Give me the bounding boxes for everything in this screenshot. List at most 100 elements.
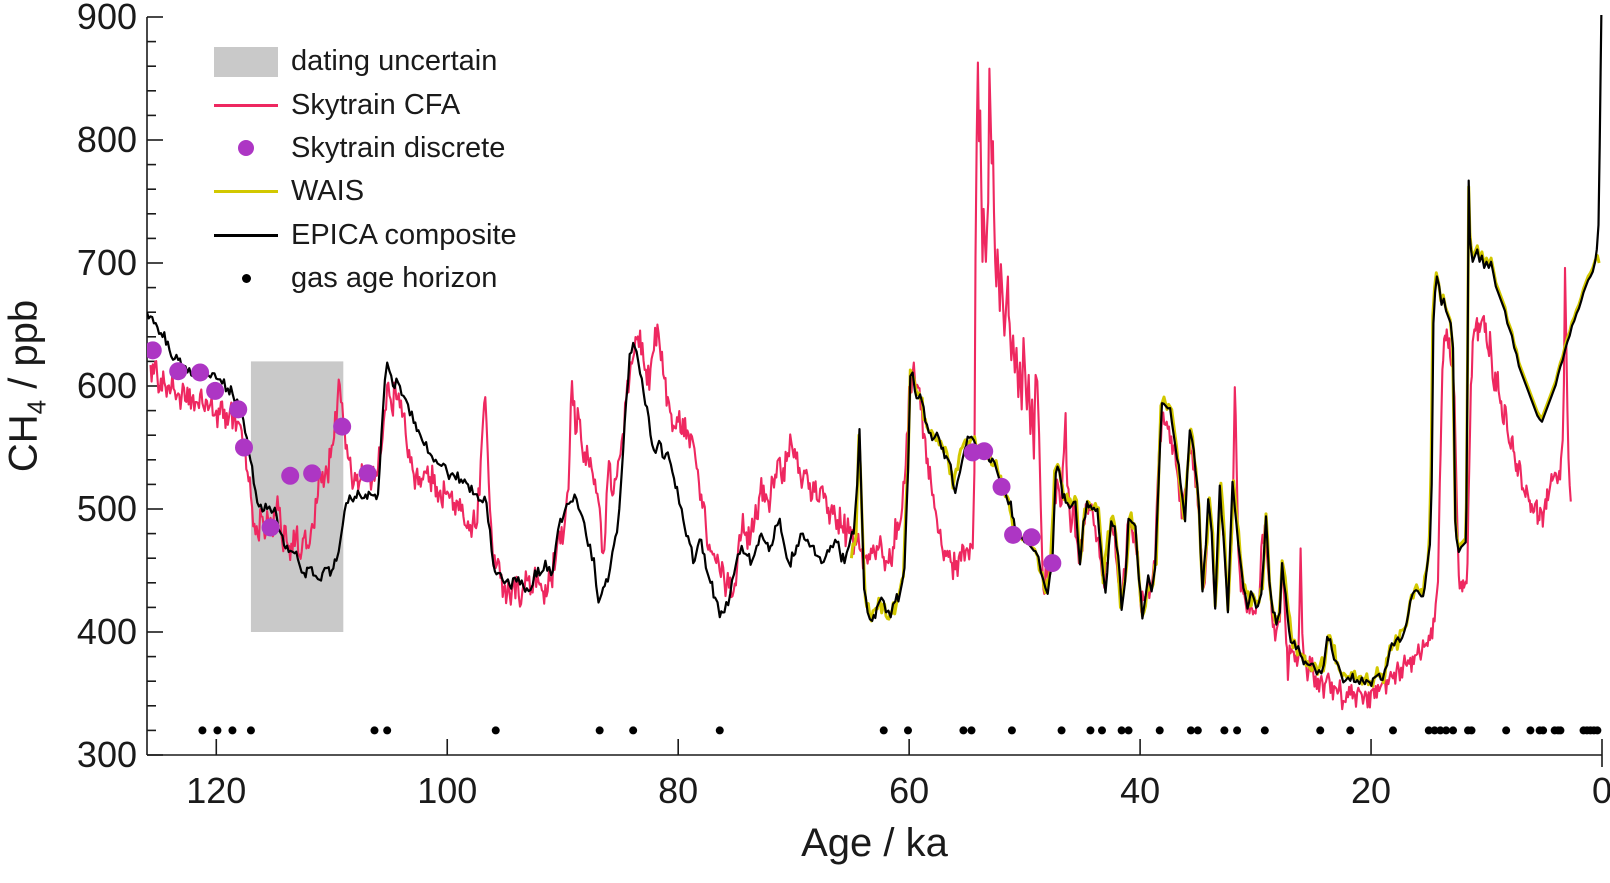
smalldot-swatch-icon [214,274,278,284]
gas-age-horizon-point [1260,726,1269,735]
gas-age-horizon-point [1316,726,1325,735]
plot-area [147,15,1603,735]
skytrain-discrete-point [992,477,1011,496]
gas-age-horizon-point [228,726,237,735]
y-tick-label-800: 800 [77,119,137,160]
legend-label: gas age horizon [291,262,498,295]
series-gas-age-horizon-points [198,726,1602,735]
legend-line [214,103,278,107]
y-tick-label-600: 600 [77,365,137,406]
y-tick-label-400: 400 [77,611,137,652]
gas-age-horizon-point [1467,726,1476,735]
gas-age-horizon-point [1424,726,1433,735]
line-swatch-icon [214,190,278,194]
skytrain-discrete-point [358,464,377,483]
patch-swatch-icon [214,46,278,77]
legend-label: dating uncertain [291,45,498,78]
x-tick-label-120: 120 [186,770,246,811]
gas-age-horizon-point [198,726,207,735]
gas-age-horizon-point [903,726,912,735]
skytrain-discrete-point [303,464,322,483]
legend-item-wais: WAIS [214,170,517,213]
y-tick-label-500: 500 [77,488,137,529]
gas-age-horizon-point [1086,726,1095,735]
gas-age-horizon-point [715,726,724,735]
legend-smalldot [241,274,251,284]
skytrain-discrete-point [147,341,162,360]
gas-age-horizon-point [959,726,968,735]
skytrain-discrete-point [1022,528,1041,547]
legend-label: EPICA composite [291,218,517,251]
gas-age-horizon-point [1526,726,1535,735]
y-axis-label-suffix: / ppb [1,299,46,400]
gas-age-horizon-point [1097,726,1106,735]
y-axis-label-subscript: 4 [21,399,52,415]
gas-age-horizon-point [1502,726,1511,735]
legend-item-skytrain-discrete: Skytrain discrete [214,127,517,170]
dating-uncertain-region [250,361,344,632]
dot-swatch-icon [214,140,278,157]
gas-age-horizon-point [383,726,392,735]
gas-age-horizon-point [213,726,222,735]
x-tick-label-0: 0 [1592,770,1610,811]
legend-item-skytrain-cfa: Skytrain CFA [214,83,517,126]
gas-age-horizon-point [1220,726,1229,735]
skytrain-discrete-point [206,381,225,400]
y-tick-label-300: 300 [77,734,137,775]
legend-item-gas-age-horizon: gas age horizon [214,257,517,300]
gas-age-horizon-point [1593,726,1602,735]
line-swatch-icon [214,103,278,107]
line-swatch-icon [214,233,278,237]
legend: dating uncertain Skytrain CFA Skytrain dis… [214,40,517,300]
gas-age-horizon-point [629,726,638,735]
skytrain-discrete-point [191,363,210,382]
gas-age-horizon-point [1233,726,1242,735]
gas-age-horizon-point [1539,726,1548,735]
gas-age-horizon-point [595,726,604,735]
gas-age-horizon-point [1117,726,1126,735]
skytrain-discrete-point [229,400,248,419]
skytrain-discrete-point [261,518,280,537]
skytrain-discrete-point [1043,554,1062,573]
skytrain-discrete-point [333,417,352,436]
series-skytrain-discrete-points [147,341,1062,573]
legend-patch [214,46,278,77]
legend-label: WAIS [291,175,365,208]
legend-dot [238,140,254,157]
gas-age-horizon-point [1442,726,1451,735]
x-axis-label: Age / ka [801,821,949,865]
legend-label: Skytrain CFA [291,88,461,121]
gas-age-horizon-point [1057,726,1066,735]
gas-age-horizon-point [370,726,379,735]
skytrain-discrete-point [1004,525,1023,544]
legend-item-epica-composite: EPICA composite [214,214,517,257]
skytrain-discrete-point [975,442,994,461]
gas-age-horizon-point [1430,726,1439,735]
gas-age-horizon-point [1193,726,1202,735]
skytrain-discrete-point [281,466,300,485]
legend-item-dating-uncertain: dating uncertain [214,40,517,83]
gas-age-horizon-point [1556,726,1565,735]
y-tick-label-900: 900 [77,0,137,37]
x-tick-label-100: 100 [417,770,477,811]
gas-age-horizon-point [246,726,255,735]
legend-line [214,233,278,237]
x-tick-label-60: 60 [889,770,929,811]
x-tick-label-80: 80 [658,770,698,811]
skytrain-discrete-point [169,362,188,381]
gas-age-horizon-point [1186,726,1195,735]
gas-age-horizon-point [1007,726,1016,735]
x-tick-label-20: 20 [1351,770,1391,811]
legend-line [214,190,278,194]
skytrain-discrete-point [235,438,253,457]
gas-age-horizon-point [491,726,500,735]
axes [146,16,1603,767]
gas-age-horizon-point [1436,726,1445,735]
gas-age-horizon-point [879,726,888,735]
gas-age-horizon-point [967,726,976,735]
gas-age-horizon-point [1346,726,1355,735]
legend-label: Skytrain discrete [291,131,506,164]
